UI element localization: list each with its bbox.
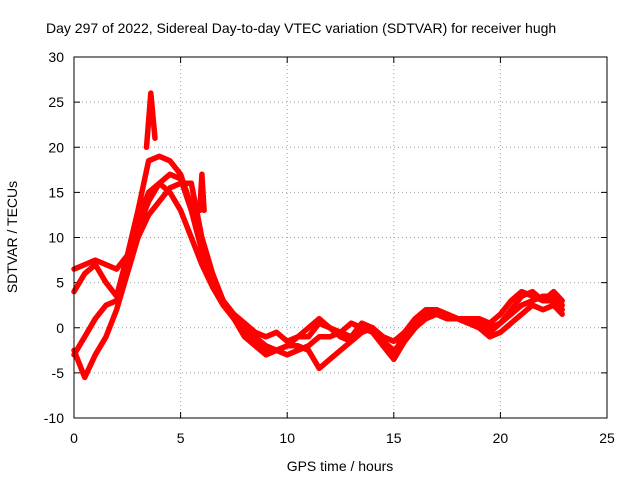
x-tick-label: 0 xyxy=(70,430,78,446)
y-axis-label: SDTVAR / TECUs xyxy=(4,181,20,293)
data-series xyxy=(71,90,565,381)
series-track-3 xyxy=(71,180,565,363)
series-track-4 xyxy=(71,180,565,381)
x-tick-label: 5 xyxy=(177,430,185,446)
x-tick-label: 20 xyxy=(493,430,509,446)
chart-title: Day 297 of 2022, Sidereal Day-to-day VTE… xyxy=(46,20,556,36)
x-axis-ticks: 0 5 10 15 20 25 xyxy=(70,57,615,446)
x-tick-label: 10 xyxy=(279,430,295,446)
y-tick-label: 0 xyxy=(56,320,64,336)
x-tick-label: 25 xyxy=(599,430,615,446)
x-tick-label: 15 xyxy=(386,430,402,446)
y-tick-label: 10 xyxy=(48,230,64,246)
grid xyxy=(74,57,607,418)
y-tick-label: -10 xyxy=(44,410,64,426)
y-axis-ticks: -10 -5 0 5 10 15 20 25 30 xyxy=(44,49,607,426)
x-axis-label: GPS time / hours xyxy=(287,458,394,474)
y-tick-label: 15 xyxy=(48,184,64,200)
plot-frame xyxy=(73,56,608,419)
y-tick-label: 20 xyxy=(48,139,64,155)
y-tick-label: -5 xyxy=(52,365,65,381)
y-tick-label: 25 xyxy=(48,94,64,110)
y-tick-label: 30 xyxy=(48,49,64,65)
series-spike-a xyxy=(143,90,158,151)
series-track-2 xyxy=(71,153,565,354)
series-spike-b xyxy=(197,171,207,214)
y-tick-label: 5 xyxy=(56,275,64,291)
